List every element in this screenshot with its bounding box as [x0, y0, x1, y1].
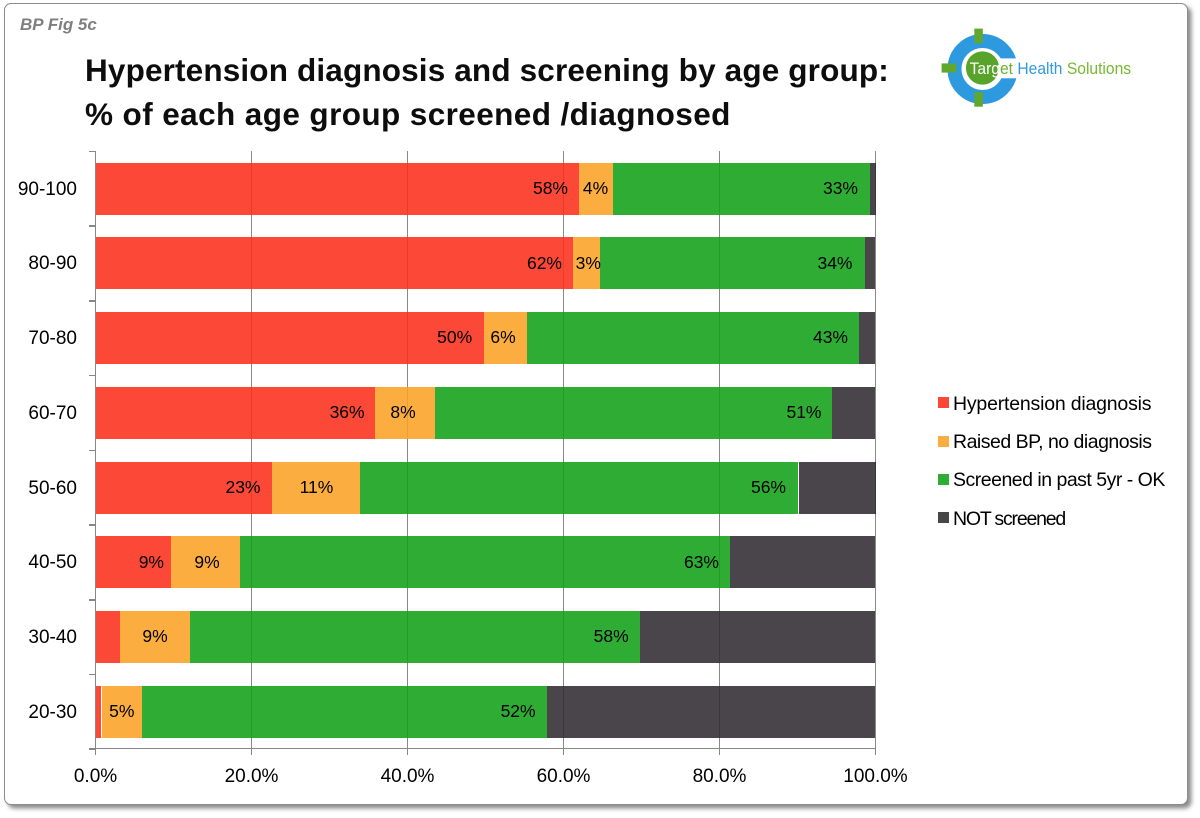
svg-text:Target Health Solutions: Target Health Solutions	[970, 59, 1132, 78]
